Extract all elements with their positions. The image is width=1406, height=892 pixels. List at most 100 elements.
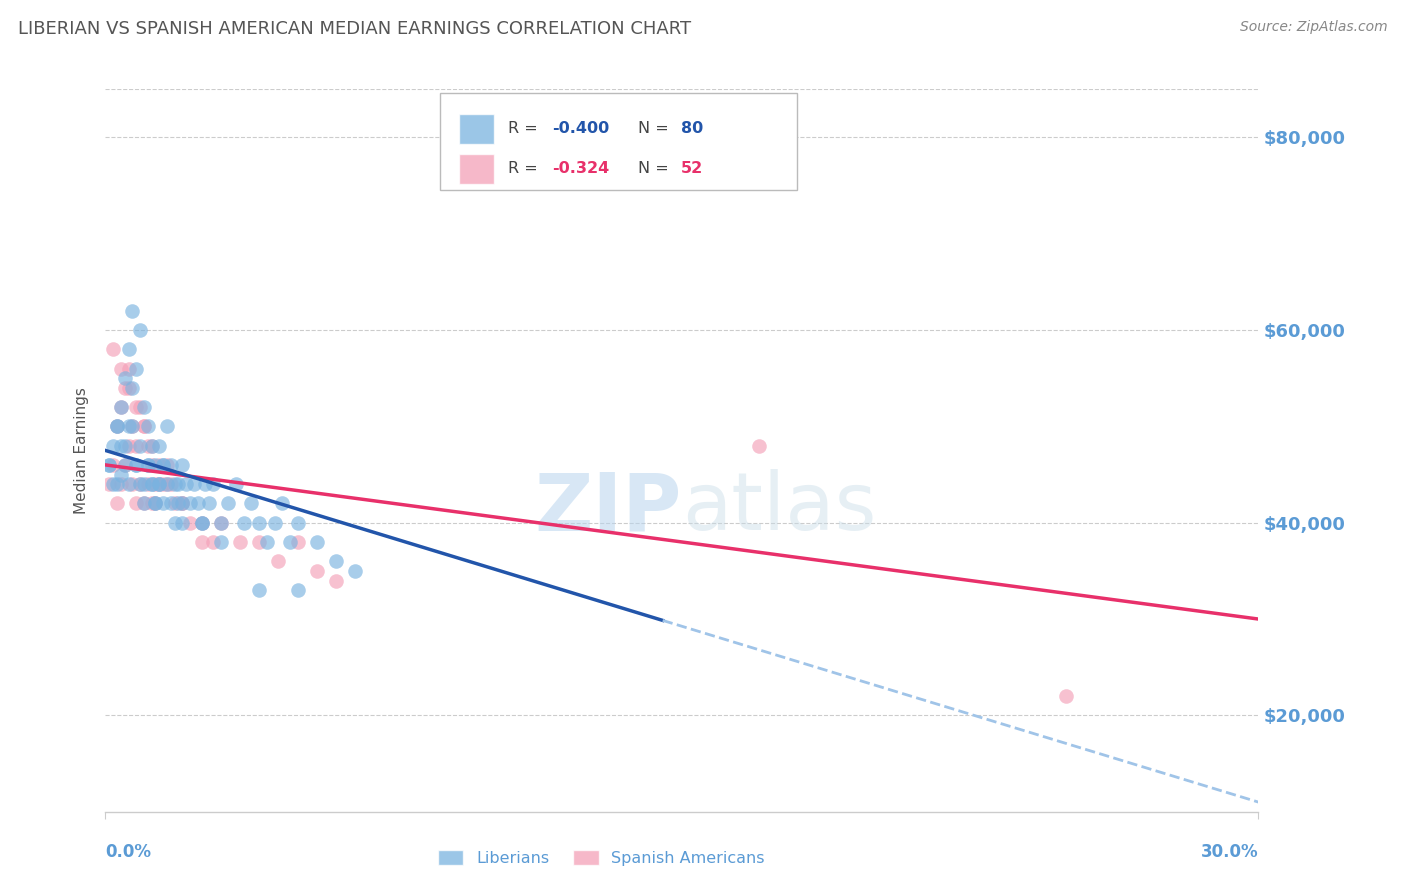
Point (117, 439, 139, 453)
Point (256, 535, 278, 549)
Point (152, 496, 174, 510)
Point (117, 381, 139, 395)
Point (163, 516, 186, 530)
Point (136, 439, 159, 453)
Point (125, 458, 148, 472)
Point (129, 477, 152, 491)
Point (287, 583, 309, 598)
Text: -0.324: -0.324 (551, 161, 609, 177)
Point (152, 458, 174, 472)
Point (141, 477, 163, 491)
Point (156, 477, 179, 491)
Text: N =: N = (638, 121, 673, 136)
Point (202, 535, 225, 549)
Point (172, 516, 194, 530)
Point (172, 496, 194, 510)
Point (136, 458, 159, 472)
Point (148, 458, 170, 472)
Point (271, 496, 294, 510)
Point (209, 516, 232, 530)
Point (98, 458, 121, 472)
Point (129, 477, 152, 491)
Point (110, 400, 132, 414)
Point (121, 381, 143, 395)
Text: -0.400: -0.400 (551, 121, 609, 136)
Point (152, 458, 174, 472)
Point (263, 516, 285, 530)
Point (1054, 689, 1077, 703)
Point (229, 535, 252, 549)
Point (105, 419, 128, 434)
Point (121, 303, 143, 318)
Point (167, 477, 190, 491)
Point (145, 496, 167, 510)
Point (190, 516, 212, 530)
Point (159, 458, 181, 472)
Point (114, 381, 136, 395)
Point (305, 535, 328, 549)
Point (225, 477, 247, 491)
Point (145, 477, 167, 491)
Point (325, 574, 347, 588)
Point (187, 496, 209, 510)
Point (136, 458, 159, 472)
Point (163, 496, 186, 510)
Point (172, 496, 194, 510)
FancyBboxPatch shape (460, 153, 494, 184)
Point (141, 439, 163, 453)
Point (136, 477, 159, 491)
Point (159, 477, 181, 491)
Point (132, 496, 155, 510)
Point (148, 439, 170, 453)
Point (114, 458, 136, 472)
Point (148, 477, 170, 491)
Point (132, 496, 155, 510)
Point (125, 439, 148, 453)
Point (152, 477, 174, 491)
Point (209, 535, 232, 549)
Point (141, 439, 163, 453)
Point (172, 496, 194, 510)
Point (247, 516, 270, 530)
Point (129, 439, 152, 453)
Point (117, 343, 139, 357)
Point (110, 467, 132, 482)
Point (114, 371, 136, 385)
Point (136, 419, 159, 434)
Point (101, 343, 124, 357)
Point (156, 477, 179, 491)
Point (145, 496, 167, 510)
Point (194, 477, 217, 491)
Point (141, 458, 163, 472)
Point (141, 477, 163, 491)
Point (141, 496, 163, 510)
Point (132, 419, 155, 434)
Point (132, 419, 155, 434)
Text: 80: 80 (681, 121, 703, 136)
Point (179, 516, 201, 530)
Point (287, 535, 309, 549)
Text: LIBERIAN VS SPANISH AMERICAN MEDIAN EARNINGS CORRELATION CHART: LIBERIAN VS SPANISH AMERICAN MEDIAN EARN… (18, 20, 692, 37)
Point (209, 516, 232, 530)
Point (159, 496, 181, 510)
Point (179, 496, 201, 510)
Point (110, 361, 132, 376)
Point (247, 583, 270, 598)
Text: atlas: atlas (682, 469, 876, 548)
Point (98, 458, 121, 472)
Point (156, 419, 179, 434)
Point (190, 516, 212, 530)
Point (247, 535, 270, 549)
FancyBboxPatch shape (440, 93, 797, 190)
Point (190, 535, 212, 549)
Text: 52: 52 (681, 161, 703, 177)
Text: ZIP: ZIP (534, 469, 682, 548)
Point (172, 458, 194, 472)
Point (148, 477, 170, 491)
Point (98, 477, 121, 491)
Point (198, 496, 221, 510)
Legend: Liberians, Spanish Americans: Liberians, Spanish Americans (432, 844, 772, 872)
Point (232, 516, 254, 530)
Point (125, 400, 148, 414)
Point (121, 419, 143, 434)
